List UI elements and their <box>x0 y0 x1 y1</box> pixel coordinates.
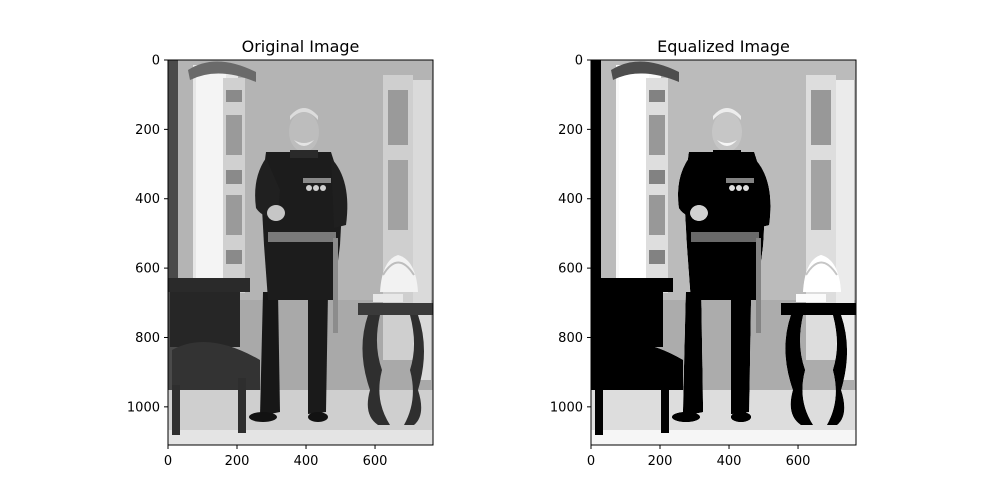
original-image <box>167 59 434 446</box>
original-image-title: Original Image <box>242 37 360 56</box>
equalized-ytick-label: 400 <box>558 192 583 207</box>
equalized-ytick-label: 800 <box>558 331 583 346</box>
original-xtick-label: 200 <box>225 454 250 469</box>
equalized-xtick-label: 0 <box>587 454 595 469</box>
original-image-panel: Original Image 0 200 400 600 0 200 400 600 800 1… <box>127 37 434 469</box>
equalized-image-title: Equalized Image <box>657 37 790 56</box>
equalized-xtick-label: 400 <box>717 454 742 469</box>
original-ytick-label: 400 <box>135 192 160 207</box>
original-ytick-label: 200 <box>135 123 160 138</box>
equalized-xtick-label: 600 <box>786 454 811 469</box>
original-ytick-label: 1000 <box>127 400 160 415</box>
original-xtick-label: 400 <box>294 454 319 469</box>
original-ytick-label: 0 <box>152 54 160 69</box>
equalized-ytick-label: 200 <box>558 123 583 138</box>
original-ytick-label: 800 <box>135 331 160 346</box>
equalized-image <box>590 59 857 446</box>
original-image-axes-frame <box>167 59 434 446</box>
original-xtick-label: 600 <box>363 454 388 469</box>
equalized-image-panel: Equalized Image 0 200 400 600 0 200 400 600 800… <box>550 37 857 469</box>
equalized-ytick-label: 600 <box>558 262 583 277</box>
equalized-image-axes-frame <box>590 59 857 446</box>
equalized-ytick-label: 0 <box>575 54 583 69</box>
equalized-ytick-label: 1000 <box>550 400 583 415</box>
equalized-xtick-label: 200 <box>648 454 673 469</box>
original-xtick-label: 0 <box>164 454 172 469</box>
original-ytick-label: 600 <box>135 262 160 277</box>
